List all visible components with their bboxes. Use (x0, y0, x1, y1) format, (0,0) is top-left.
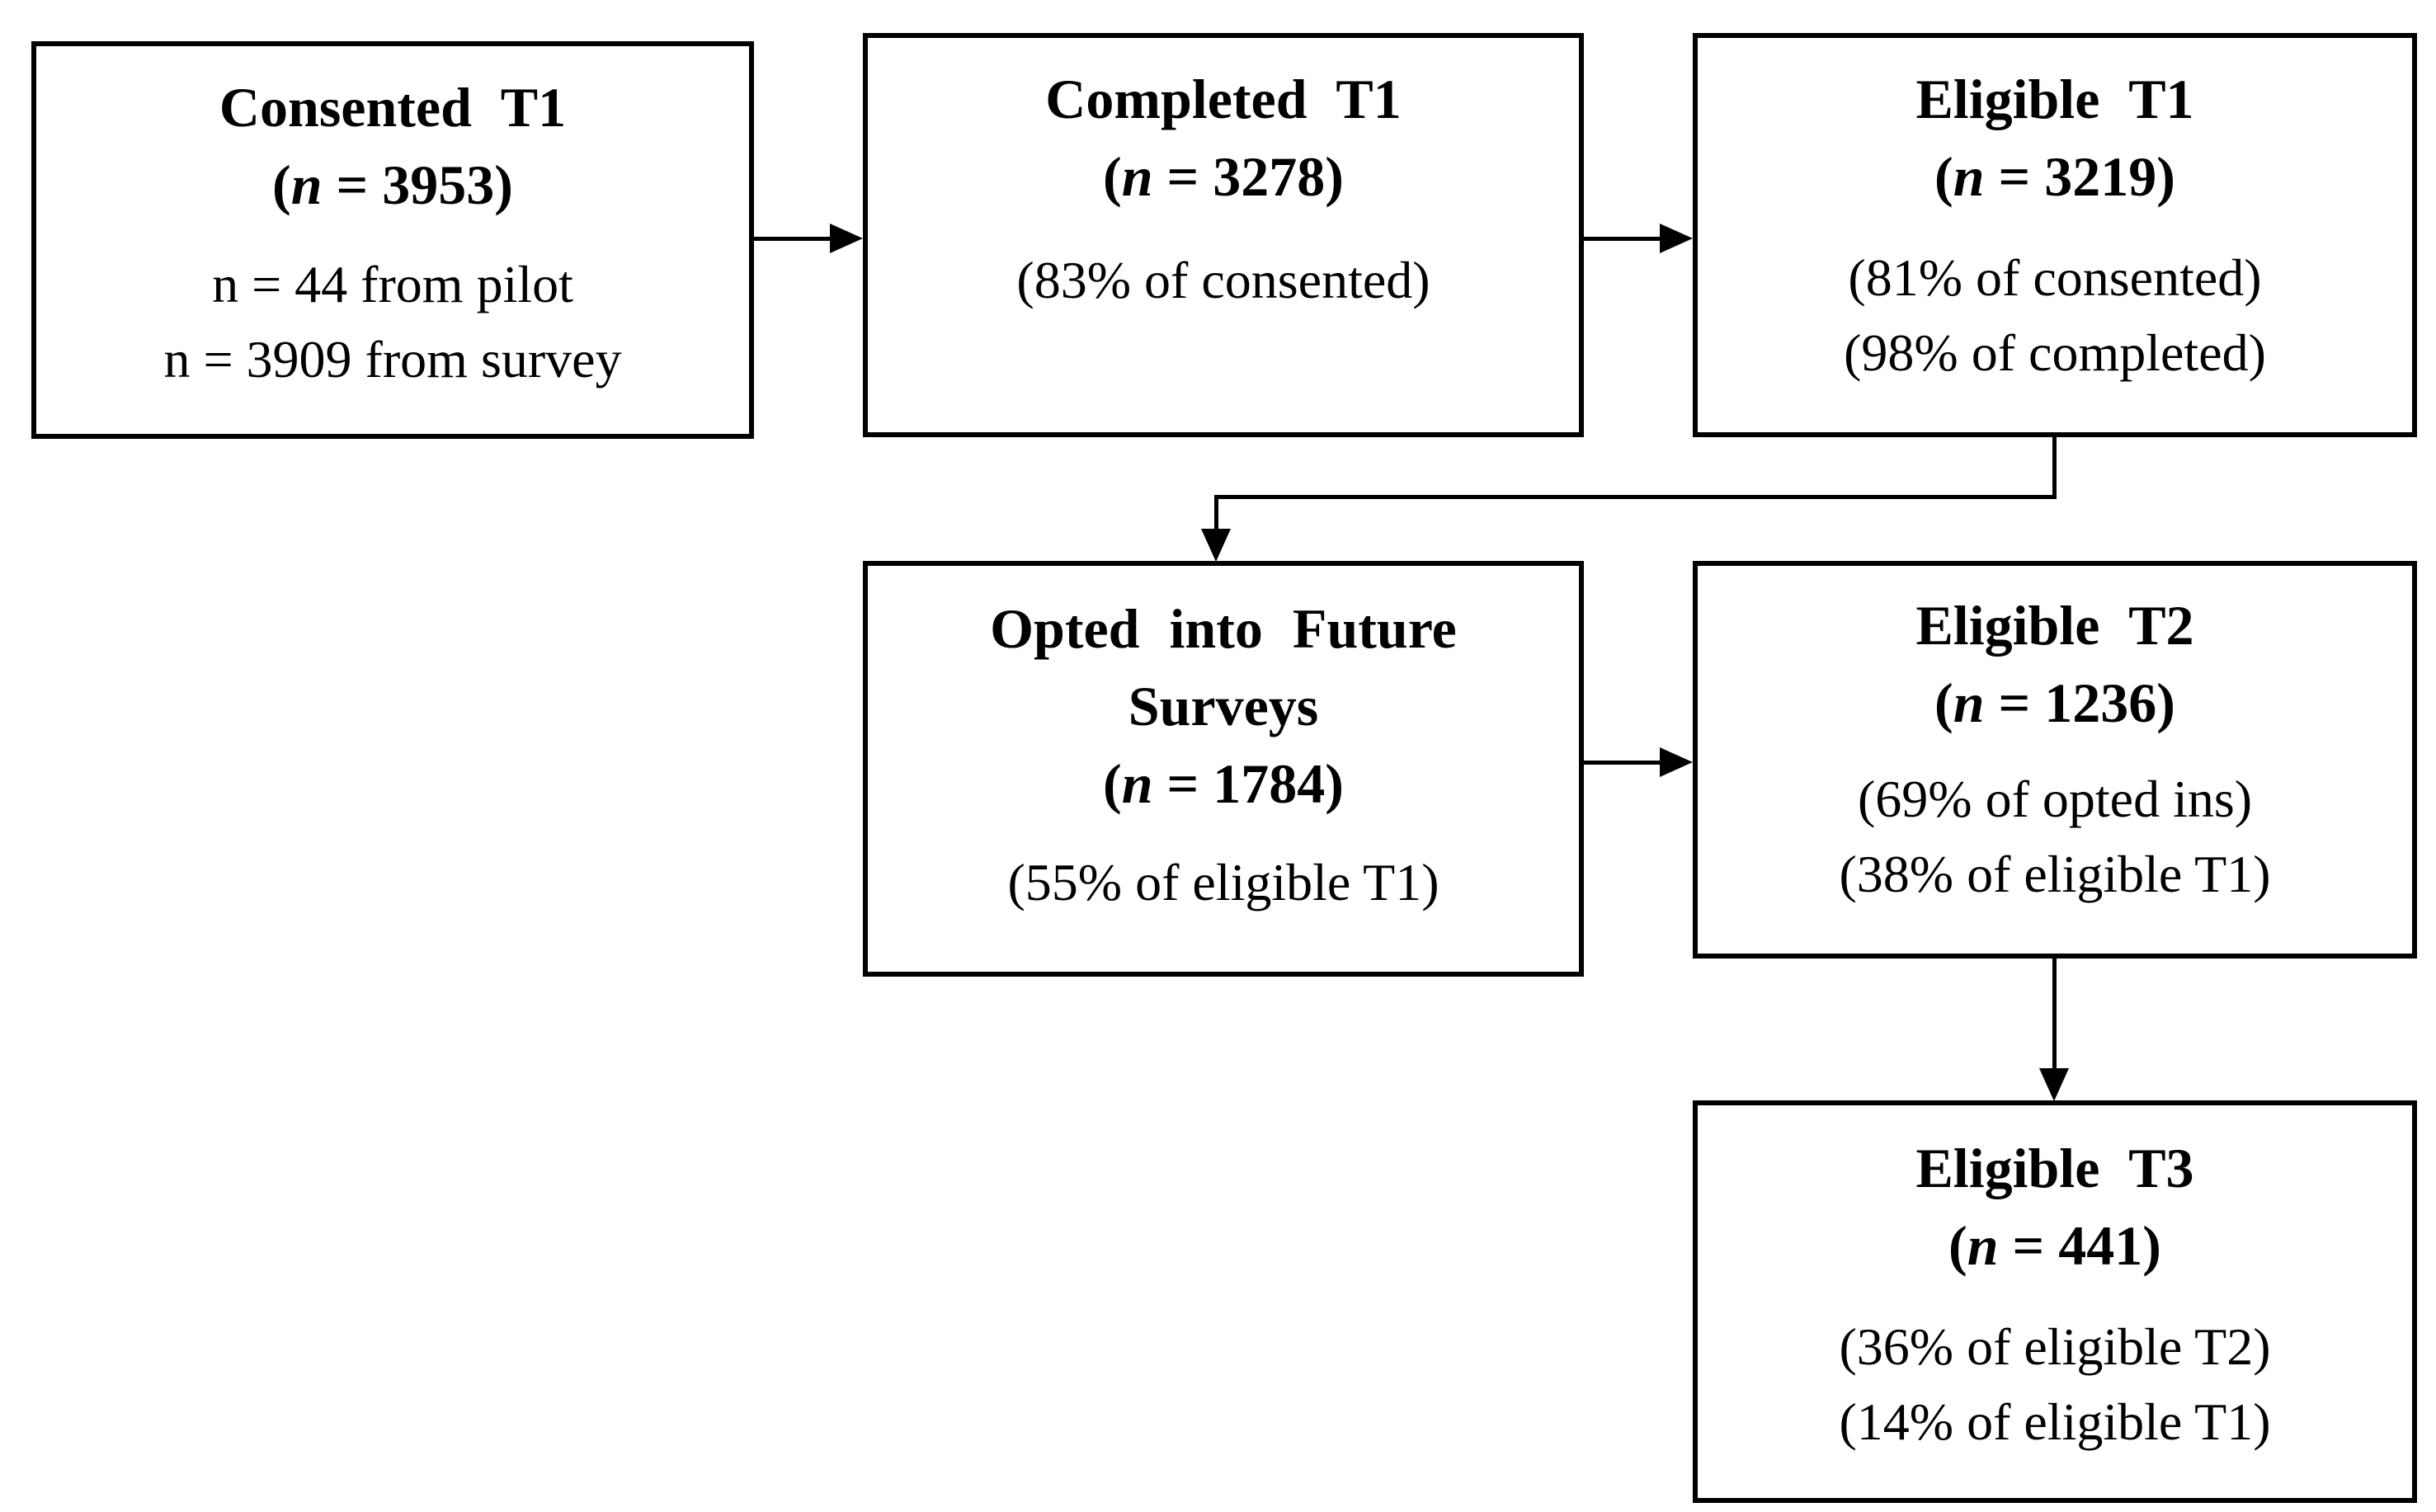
n-symbol: n (1121, 751, 1153, 815)
box-sample-size: (n = 3219) (1934, 144, 2175, 208)
n-symbol: n (290, 153, 323, 216)
n-value: 3278 (1213, 144, 1326, 208)
box-title: Eligible T3 (1915, 1137, 2194, 1199)
n-value: 1236 (2044, 671, 2157, 734)
n-value: 1784 (1213, 751, 1326, 815)
detail-line: (69% of opted ins) (1857, 770, 2253, 829)
detail-line: (38% of eligible T1) (1839, 845, 2271, 904)
box-details: (83% of consented) (1016, 243, 1430, 318)
box-title: Opted into Future (990, 597, 1457, 660)
n-value: 441 (2058, 1213, 2143, 1277)
detail-line: (36% of eligible T2) (1839, 1317, 2271, 1377)
elbow-eligible-t1-to-opted-in-segment-drop (1214, 495, 1218, 531)
arrow-right-icon (1660, 224, 1693, 253)
box-title: Eligible T1 (1915, 68, 2194, 130)
detail-line: (55% of eligible T1) (1007, 853, 1439, 912)
flow-box-eligible-t2: Eligible T2 (n = 1236) (69% of opted ins… (1693, 561, 2417, 959)
box-title: Consented T1 (219, 76, 567, 139)
box-details: n = 44 from pilot n = 3909 from survey (163, 247, 621, 398)
detail-line: n = 3909 from survey (163, 330, 622, 389)
n-symbol: n (1953, 671, 1985, 734)
arrow-completed-to-eligible-t1-line (1581, 237, 1663, 241)
n-symbol: n (1121, 144, 1153, 208)
arrow-right-icon (830, 224, 863, 253)
detail-line: (83% of consented) (1016, 251, 1430, 310)
detail-line: (81% of consented) (1848, 248, 2262, 308)
box-sample-size: (n = 3953) (272, 153, 513, 216)
arrow-eligible-t2-to-eligible-t3-line (2052, 957, 2057, 1072)
flow-box-opted-into-future-surveys: Opted into Future Surveys (n = 1784) (55… (863, 561, 1584, 977)
arrow-opted-in-to-eligible-t2-line (1581, 761, 1663, 765)
box-sample-size: (n = 441) (1948, 1213, 2161, 1277)
n-value: 3219 (2044, 144, 2157, 208)
flow-box-completed-t1: Completed T1 (n = 3278) (83% of consente… (863, 33, 1584, 437)
box-details: (55% of eligible T1) (1007, 845, 1439, 921)
box-details: (69% of opted ins) (38% of eligible T1) (1839, 762, 2270, 912)
n-value: 3953 (382, 153, 495, 216)
detail-line: n = 44 from pilot (212, 255, 573, 314)
arrow-down-icon (1201, 529, 1231, 562)
box-details: (36% of eligible T2) (14% of eligible T1… (1839, 1310, 2270, 1460)
flow-box-consented-t1: Consented T1 (n = 3953) n = 44 from pilo… (31, 41, 754, 439)
elbow-eligible-t1-to-opted-in-segment-down (2052, 436, 2057, 498)
box-sample-size: (n = 1784) (1103, 751, 1344, 815)
box-sample-size: (n = 1236) (1934, 671, 2175, 734)
n-symbol: n (1953, 144, 1985, 208)
box-title-line2: Surveys (1128, 674, 1319, 737)
box-title: Completed T1 (1045, 68, 1402, 130)
arrow-consented-to-completed-line (751, 237, 833, 241)
detail-line: (98% of completed) (1844, 323, 2266, 383)
elbow-eligible-t1-to-opted-in-segment-across (1214, 495, 2057, 499)
flow-box-eligible-t3: Eligible T3 (n = 441) (36% of eligible T… (1693, 1100, 2417, 1503)
n-symbol: n (1967, 1213, 1999, 1277)
box-title: Eligible T2 (1915, 594, 2194, 657)
detail-line: (14% of eligible T1) (1839, 1392, 2271, 1452)
arrow-right-icon (1660, 747, 1693, 777)
arrow-down-icon (2039, 1068, 2069, 1101)
box-details: (81% of consented) (98% of completed) (1844, 241, 2266, 391)
box-sample-size: (n = 3278) (1103, 144, 1344, 208)
flow-box-eligible-t1: Eligible T1 (n = 3219) (81% of consented… (1693, 33, 2417, 437)
